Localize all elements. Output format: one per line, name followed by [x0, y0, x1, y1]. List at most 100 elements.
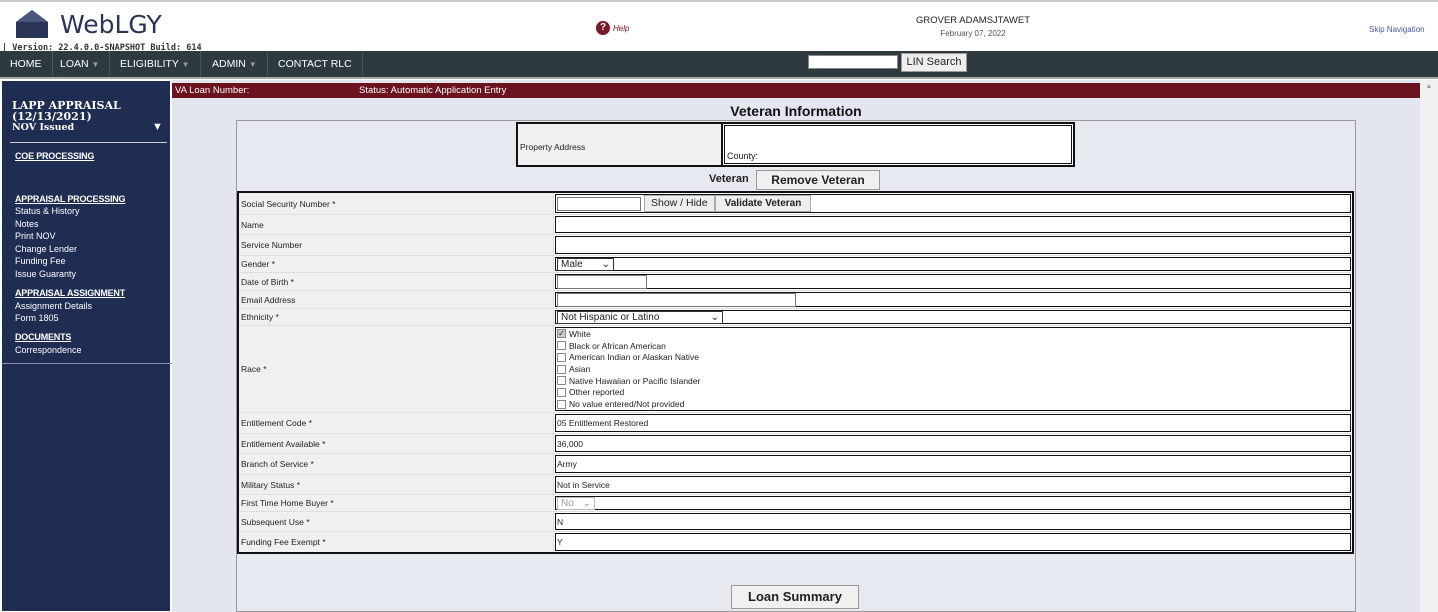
row-funding-fee-exempt: Funding Fee Exempt * Y: [239, 532, 1352, 552]
nav-contact-rlc[interactable]: CONTACT RLC: [268, 51, 363, 77]
nav-admin[interactable]: ADMIN ▼: [202, 51, 268, 77]
first-time-buyer-value: No: [561, 497, 574, 509]
sidebar-documents[interactable]: DOCUMENTS: [15, 332, 72, 342]
caret-down-icon: ▼: [181, 60, 190, 69]
race-options: ✓ White Black or African American American …: [555, 327, 1351, 411]
sidebar-item-issue-guaranty[interactable]: Issue Guaranty: [15, 269, 77, 279]
checkbox[interactable]: [557, 341, 566, 351]
validate-veteran-button[interactable]: Validate Veteran: [714, 195, 812, 212]
checkbox[interactable]: [557, 387, 566, 397]
house-logo-icon: [16, 10, 48, 38]
show-hide-button[interactable]: Show / Hide: [644, 195, 715, 212]
name-input[interactable]: [555, 216, 1351, 233]
race-label: Race *: [239, 326, 554, 412]
race-option[interactable]: American Indian or Alaskan Native: [557, 351, 699, 363]
sidebar-appraisal-assignment[interactable]: APPRAISAL ASSIGNMENT: [15, 288, 126, 298]
sidebar-item-funding-fee[interactable]: Funding Fee: [15, 256, 66, 266]
race-option-label: American Indian or Alaskan Native: [569, 352, 699, 363]
row-ssn: Social Security Number * Show / Hide Valid…: [239, 193, 1352, 215]
ssn-cell: Show / Hide Validate Veteran: [555, 194, 1351, 213]
sidebar-item-print-nov[interactable]: Print NOV: [15, 231, 56, 241]
sidebar-item-change-lender[interactable]: Change Lender: [15, 244, 78, 254]
race-option[interactable]: Native Hawaiian or Pacific Islander: [557, 375, 700, 387]
sidebar-item-form-1805[interactable]: Form 1805: [15, 313, 59, 323]
row-subsequent-use: Subsequent Use * N: [239, 512, 1352, 532]
skip-navigation-link[interactable]: Skip Navigation: [1369, 25, 1425, 34]
lin-search-input[interactable]: [808, 55, 898, 69]
race-option-label: Asian: [569, 364, 591, 374]
checkbox[interactable]: [557, 352, 566, 362]
race-option-label: Black or African American: [569, 340, 666, 351]
subsequent-use-value: N: [555, 513, 1351, 530]
property-address-label: Property Address: [518, 124, 723, 165]
race-option-label: White: [569, 328, 591, 339]
veteran-form: Social Security Number * Show / Hide Valid…: [237, 191, 1354, 554]
funding-fee-exempt-label: Funding Fee Exempt *: [239, 532, 554, 552]
service-number-input[interactable]: [555, 236, 1351, 254]
gender-select[interactable]: Male ⌄: [557, 257, 614, 271]
scrollbar[interactable]: ▲: [1420, 80, 1438, 612]
user-name: GROVER ADAMSJTAWET: [915, 15, 1030, 26]
version-info: | Version: 22.4.0.0-SNAPSHOT Build: 614: [2, 43, 202, 53]
sidebar-item-notes[interactable]: Notes: [15, 219, 39, 229]
ssn-input[interactable]: [557, 196, 641, 211]
help-link[interactable]: ? Help: [596, 21, 629, 35]
row-branch: Branch of Service * Army: [239, 454, 1352, 475]
race-option[interactable]: No value entered/Not provided: [557, 398, 684, 410]
checkbox[interactable]: ✓: [557, 329, 566, 339]
ethnicity-cell: Not Hispanic or Latino ⌄: [555, 310, 1351, 324]
nav-eligibility[interactable]: ELIGIBILITY ▼: [110, 51, 201, 77]
row-entitlement-code: Entitlement Code * 05 Entitlement Restore…: [239, 413, 1352, 434]
chevron-down-icon: ⌄: [710, 311, 719, 323]
sidebar-item-status-history[interactable]: Status & History: [15, 206, 80, 216]
collapse-triangle-icon[interactable]: ▼: [152, 121, 163, 133]
property-address-table: Property Address County:: [516, 122, 1075, 167]
ssn-label: Social Security Number *: [239, 193, 554, 214]
race-option[interactable]: ✓ White: [557, 328, 591, 340]
race-option[interactable]: Black or African American: [557, 340, 666, 352]
military-status-value: Not in Service: [555, 476, 1351, 493]
sidebar-appraisal-processing[interactable]: APPRAISAL PROCESSING: [15, 194, 126, 204]
application-status: Status: Automatic Application Entry: [359, 85, 507, 96]
entitlement-available-value: 36,000: [555, 435, 1351, 452]
dob-cell: [555, 274, 1351, 289]
checkbox[interactable]: [557, 364, 566, 374]
email-input[interactable]: [557, 292, 796, 307]
sidebar-item-assignment-details[interactable]: Assignment Details: [15, 301, 93, 311]
app-logo[interactable]: WebLGY: [60, 10, 162, 39]
row-entitlement-available: Entitlement Available * 36,000: [239, 434, 1352, 454]
status-bar: VA Loan Number: Status: Automatic Applic…: [172, 83, 1420, 98]
nav-home[interactable]: HOME: [0, 51, 53, 77]
entitlement-code-label: Entitlement Code *: [239, 413, 554, 433]
row-name: Name: [239, 215, 1352, 235]
funding-fee-exempt-value: Y: [555, 533, 1351, 551]
dob-input[interactable]: [557, 274, 647, 289]
first-time-buyer-label: First Time Home Buyer *: [239, 495, 554, 511]
divider: [2, 363, 172, 364]
va-loan-number: VA Loan Number:: [175, 85, 250, 96]
loan-summary-button[interactable]: Loan Summary: [731, 585, 859, 609]
race-option-label: Native Hawaiian or Pacific Islander: [569, 375, 701, 386]
nav-bar: HOME LOAN ▼ ELIGIBILITY ▼ ADMIN ▼ CONTAC…: [0, 51, 1438, 79]
row-ethnicity: Ethnicity * Not Hispanic or Latino ⌄: [239, 309, 1352, 326]
race-option[interactable]: Other reported: [557, 387, 624, 399]
ethnicity-select[interactable]: Not Hispanic or Latino ⌄: [557, 310, 723, 324]
scroll-up-icon[interactable]: ▲: [1425, 83, 1433, 90]
current-date: February 07, 2022: [940, 29, 1006, 38]
subsequent-use-label: Subsequent Use *: [239, 512, 554, 531]
checkbox[interactable]: [557, 376, 566, 386]
race-option[interactable]: Asian: [557, 363, 590, 375]
sidebar-item-correspondence[interactable]: Correspondence: [15, 345, 82, 355]
gender-value: Male: [561, 258, 583, 270]
race-option-label: Other reported: [569, 387, 625, 398]
remove-veteran-button[interactable]: Remove Veteran: [756, 170, 880, 190]
first-time-buyer-cell: No ⌄: [555, 496, 1351, 510]
chevron-down-icon: ⌄: [582, 497, 591, 509]
checkbox[interactable]: [557, 399, 566, 409]
nav-loan[interactable]: LOAN ▼: [50, 51, 111, 77]
row-dob: Date of Birth *: [239, 273, 1352, 291]
first-time-buyer-select: No ⌄: [557, 496, 595, 510]
help-label: Help: [613, 23, 630, 33]
lin-search-button[interactable]: LIN Search: [901, 53, 967, 72]
sidebar-coe-processing[interactable]: COE PROCESSING: [15, 151, 95, 161]
